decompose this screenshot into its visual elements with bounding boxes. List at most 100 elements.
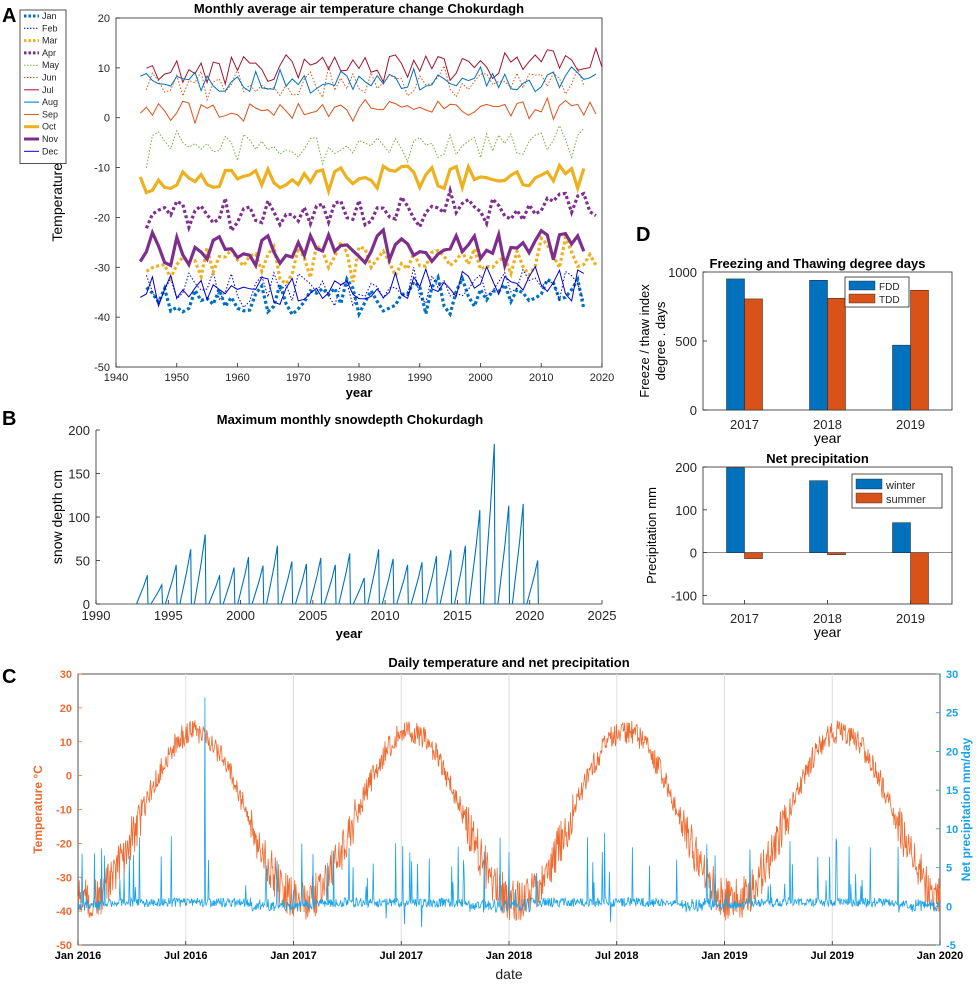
panel-d1-xtick-label: 2019 [896,417,925,432]
panel-c-ytick-left-label: 30 [60,669,72,681]
panel-d1-legend-label: FDD [879,282,900,293]
panel-a-title: Monthly average air temperature change C… [194,1,524,16]
panel-d2-bar-summer [910,552,929,605]
panel-c-ytick-right-label: 30 [946,669,958,681]
panel-d2-xlabel: year [814,624,842,640]
panel-a-legend-label: Jul [42,85,54,95]
panel-d2-ylabel: Precipitation mm [644,487,659,584]
panel-d1-ytick-label: 0 [690,403,697,418]
panel-a-legend-label: Feb [42,23,58,33]
panel-d1-bar-fdd [726,278,745,411]
panel-a-series-nov [138,226,586,272]
panel-a-ytick-label: -20 [94,212,110,224]
panel-c-ytick-left-label: -10 [56,805,72,817]
panel-a-xtick-label: 1970 [286,372,310,384]
panel-c-xtick-label: Jan 2018 [486,950,532,962]
panel-b-xtick-label: 2025 [588,608,617,623]
panel-d2-bar-winter [726,467,745,553]
panel-a-series-jan [145,273,586,319]
panel-c-xtick-label: Jul 2018 [595,950,638,962]
panel-b-xlabel: year [336,626,363,641]
panel-b-xtick-label: 2015 [443,608,472,623]
panel-a-series-apr [144,184,597,235]
panel-b-xtick-label: 2010 [371,608,400,623]
panel-c-xtick-label: Jul 2017 [380,950,423,962]
panel-a-xtick-label: 1940 [104,372,128,384]
panel-d2-ytick-label: 200 [675,460,697,475]
panel-b-xtick-label: 2000 [226,608,255,623]
panel-c-xtick-label: Jan 2019 [701,950,747,962]
panel-b-ytick-label: 0 [83,597,90,612]
panel-c-xtick-label: Jul 2016 [164,950,207,962]
panel-label-c: C [2,666,16,688]
panel-c-xtick-label: Jan 2017 [270,950,316,962]
panel-c-ytick-right-label: 0 [946,901,952,913]
panel-a-series-oct [138,162,586,197]
panel-d1-bar-fdd [892,344,911,411]
panel-c-ylabel-right: Net precipitation mm/day [959,738,973,882]
panel-b-title: Maximum monthly snowdepth Chokurdagh [217,412,484,427]
panel-a-xtick-label: 1990 [408,372,432,384]
panel-d1-bar-tdd [910,289,929,411]
panel-d2-bar-summer [744,552,763,559]
panel-a-series-feb [145,267,585,309]
panel-d1-ytick-label: 1000 [668,265,697,280]
panel-a-series-jul [146,46,603,87]
panel-a-legend-label: Mar [42,36,58,46]
panel-c-ytick-right-label: 20 [946,746,958,758]
panel-a-xlabel: year [346,385,373,400]
panel-d2-legend-label: summer [886,494,926,506]
panel-c-ytick-left-label: 10 [60,737,72,749]
panel-c-xtick-label: Jan 2016 [55,950,101,962]
panel-d1-legend-swatch [848,280,876,291]
panel-a-legend-label: Nov [42,134,59,144]
panel-a-ylabel: Temperature °C [49,143,65,241]
panel-d1-ylabel-line2: degree . days [653,301,668,380]
panel-c-precipitation-line [77,697,941,928]
panel-c-ytick-left-label: 20 [60,703,72,715]
panel-c-ytick-right-label: -5 [946,940,956,952]
panel-c-temperature-line [77,720,941,921]
panel-label-d: D [636,224,650,246]
panel-b-ytick-label: 200 [68,423,90,438]
panel-d1-ytick-label: 500 [675,334,697,349]
panel-d2-title: Net precipitation [766,451,869,466]
panel-a-legend-label: Oct [42,122,57,132]
panel-a-xtick-label: 2020 [590,372,614,384]
panel-c-ytick-right-label: 10 [946,824,958,836]
panel-a-xtick-label: 2010 [529,372,553,384]
panel-a-series-may [145,124,585,168]
panel-b-ytick-label: 150 [68,467,90,482]
panel-a-legend-label: Sep [42,109,58,119]
panel-d1-legend-swatch [848,293,876,304]
panel-d1-legend-label: TDD [879,295,900,306]
panel-c-title: Daily temperature and net precipitation [388,655,629,670]
panel-a-series-jun [145,64,585,102]
panel-a-xtick-label: 1950 [165,372,189,384]
panel-c-xtick-label: Jan 2020 [917,950,963,962]
panel-d2-bar-winter [809,480,828,553]
panel-c-ytick-left-label: 0 [66,771,72,783]
panel-a-ytick-label: 20 [98,13,110,25]
panel-d2-ytick-label: 100 [675,503,697,518]
panel-a-series-dec [140,265,585,308]
panel-a-legend-label: Jan [42,11,57,21]
panel-a-legend-label: Jun [42,73,57,83]
panel-b-xtick-label: 2020 [515,608,544,623]
panel-a-ytick-label: 10 [98,63,110,75]
panel-a-ytick-label: -40 [94,312,110,324]
panel-a-legend-label: Dec [42,146,59,156]
panel-d2-xtick-label: 2019 [896,611,925,626]
panel-b-xtick-label: 1995 [154,608,183,623]
panel-d1-bar-tdd [744,298,763,411]
panel-d1-ylabel-line1: Freeze / thaw index [637,284,652,398]
panel-a-series-mar [145,231,598,286]
panel-a-xtick-label: 2000 [468,372,492,384]
panel-c-ytick-right-label: 5 [946,863,952,875]
panel-label-a: A [2,5,16,27]
panel-a-series-aug [140,65,597,94]
panel-d1-bar-tdd [827,297,846,411]
panel-d1-xlabel: year [814,430,842,446]
panel-d2-ytick-label: 0 [690,546,697,561]
